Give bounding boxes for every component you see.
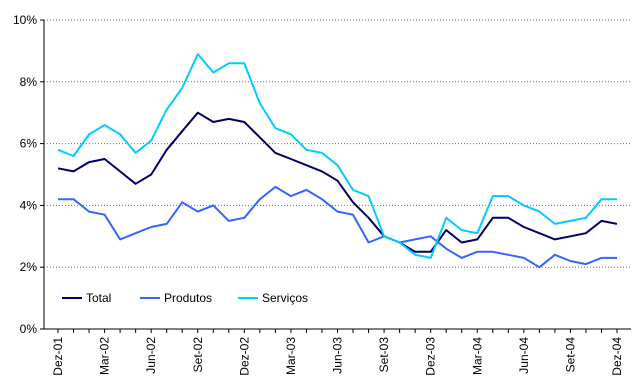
series-line-serviços: [57, 53, 617, 259]
y-axis: 0% 2% 4% 6% 8% 10%: [13, 13, 45, 336]
x-tick-label: Set-03: [377, 337, 391, 373]
series-line-total: [57, 111, 618, 253]
x-tick-label: Set-04: [563, 337, 577, 373]
x-tick-label: Dez-03: [424, 337, 438, 376]
x-axis: Dez-01 Mar-02 Jun-02 Set-02 Dez-02 Mar-03 Jun-…: [44, 328, 631, 376]
y-tick-label: 2%: [20, 260, 38, 274]
x-tick-label: Jun-02: [144, 337, 158, 374]
x-tick-label: Mar-04: [470, 337, 484, 375]
legend-label-total: Total: [86, 291, 111, 305]
x-tick-label: Dez-01: [51, 337, 65, 376]
x-tick-label: Dez-02: [237, 337, 251, 376]
legend-label-serviços: Serviços: [262, 291, 308, 305]
y-tick-label: 10%: [13, 13, 37, 27]
series-lines: [57, 53, 618, 269]
y-tick-label: 0%: [20, 322, 38, 336]
y-tick-label: 8%: [20, 75, 38, 89]
x-tick-label: Dez-04: [610, 337, 624, 376]
x-tick-label: Mar-03: [284, 337, 298, 375]
x-tick-label: Set-02: [191, 337, 205, 373]
legend-label-produtos: Produtos: [164, 291, 212, 305]
x-tick-label: Jun-03: [331, 337, 345, 374]
y-tick-label: 6%: [20, 137, 38, 151]
legend: Total Produtos Serviços: [62, 291, 308, 305]
gridlines: [44, 19, 631, 330]
y-tick-label: 4%: [20, 198, 38, 212]
x-tick-label: Mar-02: [98, 337, 112, 375]
series-line-produtos: [58, 185, 617, 269]
x-tick-label: Jun-04: [517, 337, 531, 374]
